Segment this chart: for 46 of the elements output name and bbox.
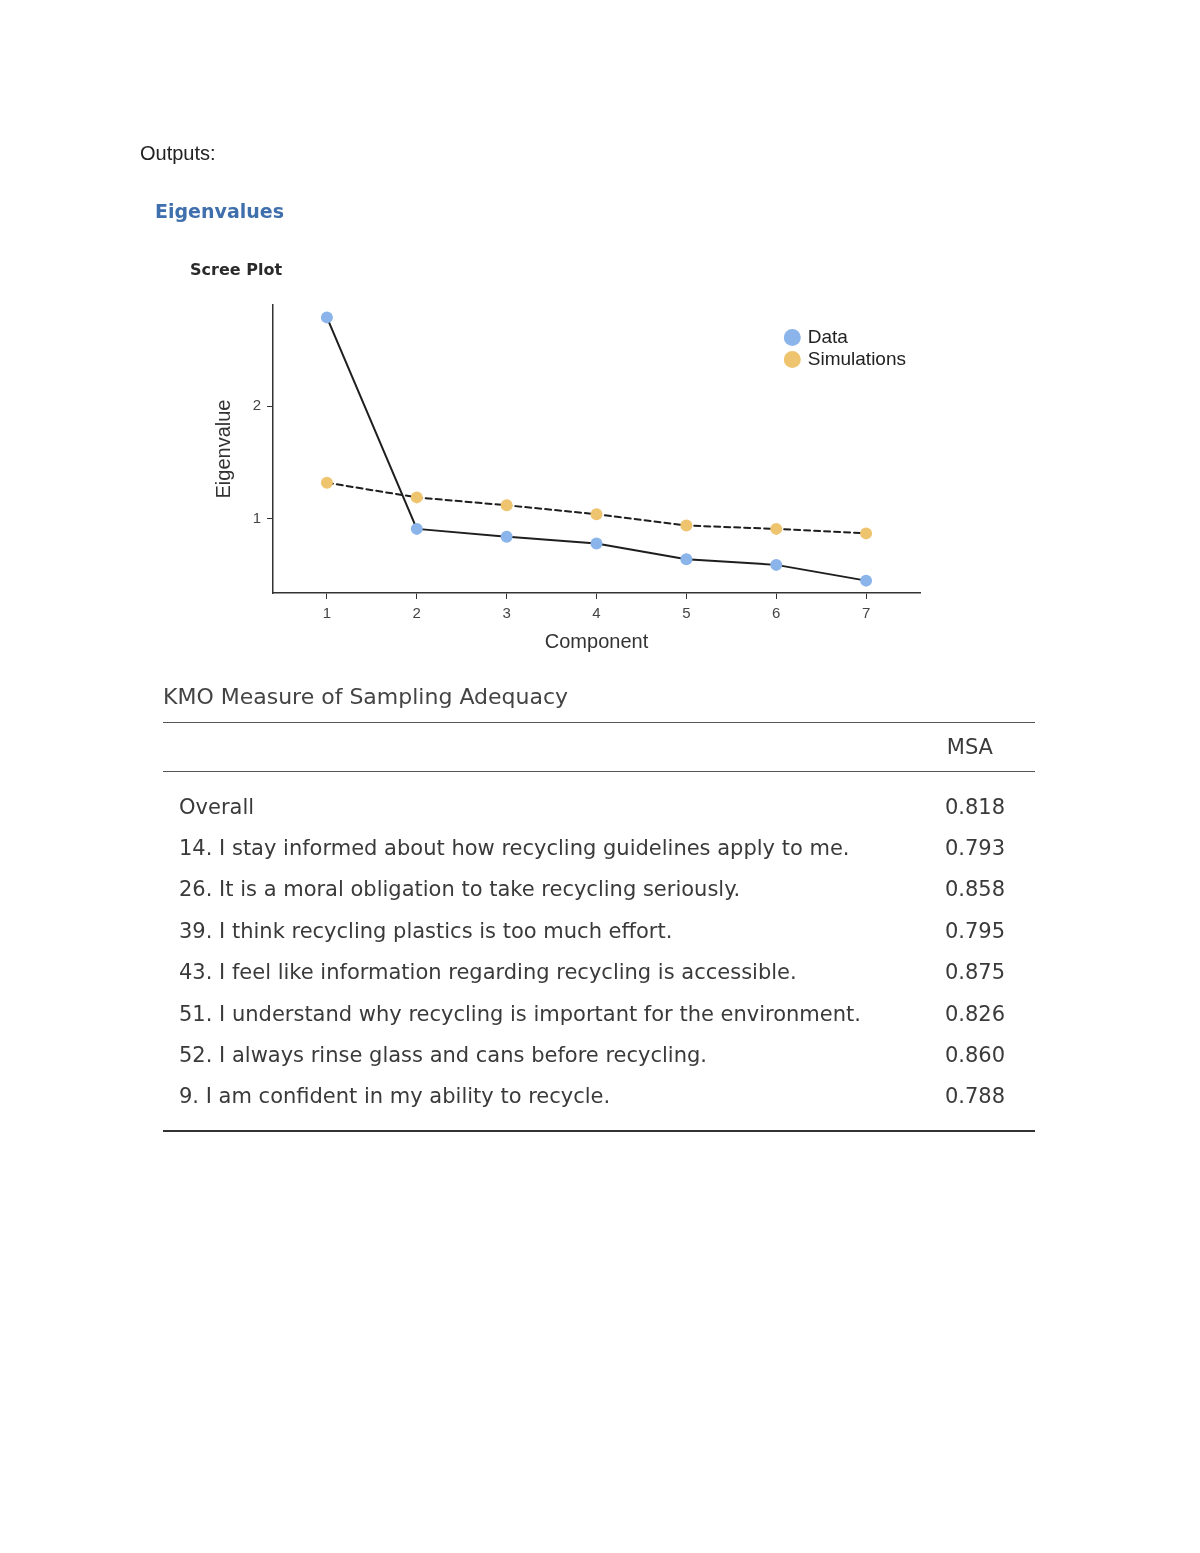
point [590,537,603,550]
category-label: Overall [178,794,256,819]
point [680,553,693,566]
text: KMO Measure of Sampling Adequacy [163,683,570,711]
data-label: 0.818 [943,794,1006,819]
data-label: 0.826 [943,1001,1006,1026]
x-tick-label: 7 [861,604,871,622]
text: Outputs: [140,141,216,165]
data-label: 0.788 [943,1084,1006,1109]
point [320,311,333,324]
y-axis-title: Eigenvalue [211,399,234,499]
point [860,574,873,587]
x-axis-title: Component [544,629,649,652]
text: MSA [945,735,994,759]
chart-subtitle: Scree Plot [190,260,283,280]
legend-label: Simulations [807,347,907,369]
category-label: 26. It is a moral obligation to take recycling seriously. [178,877,742,902]
point [770,558,783,571]
data-label: 0.858 [943,877,1006,902]
point [410,522,423,535]
legend-label: Data [807,325,849,347]
point [410,491,423,504]
x-tick-label: 6 [772,604,781,622]
data-label: 0.860 [943,1043,1006,1068]
point [860,527,873,540]
category-label: 51. I understand why recycling is important for the environment. [178,1001,862,1026]
point [320,476,333,489]
category-label: 39. I think recycling plastics is too much effort. [178,918,674,943]
x-tick-label: 5 [682,604,691,622]
category-label: 9. I am confident in my ability to recycle. [178,1084,612,1109]
x-tick-label: 2 [412,604,421,622]
x-tick-label: 4 [592,604,601,622]
point [500,530,513,543]
point [770,522,783,535]
category-label: 43. I feel like information regarding recycling is accessible. [178,960,798,985]
category-label: 14. I stay informed about how recycling guidelines apply to me. [178,836,851,861]
point [590,508,603,521]
chart-title: Eigenvalues [155,199,284,223]
data-label: 0.875 [943,960,1006,985]
point [680,519,693,532]
data-label: 0.795 [943,918,1006,943]
x-tick-label: 1 [322,604,332,622]
category-label: 52. I always rinse glass and cans before recycling. [178,1043,708,1068]
data-label: 0.793 [943,836,1006,861]
point [500,499,513,512]
x-tick-label: 3 [502,604,511,622]
